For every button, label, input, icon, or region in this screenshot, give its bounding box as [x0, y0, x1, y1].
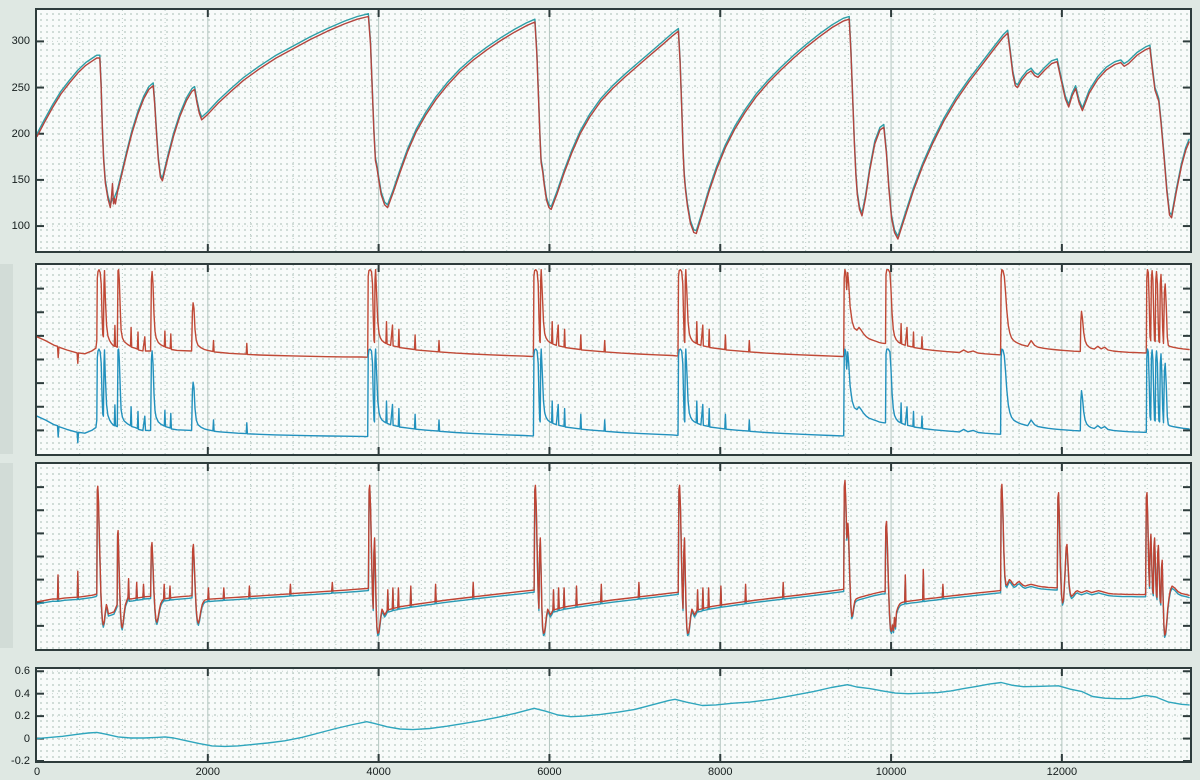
panel-2-plot-area [37, 265, 1190, 454]
panel-1-ytick-label: 250 [11, 81, 30, 94]
panel-4-series-cyan [37, 681, 1190, 748]
axes-highlight-strip-panel-3 [0, 463, 13, 648]
axes-highlight-strip-panel-2 [0, 264, 13, 454]
panel-3-series-red [37, 479, 1190, 636]
panel-2-axes[interactable] [35, 263, 1192, 456]
panel-4-axes[interactable] [35, 667, 1192, 763]
panel-4-ytick-label: 0.2 [14, 710, 30, 723]
panel-1-series-red [37, 15, 1190, 240]
panel-1-ytick-label: 100 [11, 220, 30, 233]
x-tick-label: 0 [33, 766, 41, 778]
panel-1-ytick-label: 150 [11, 173, 30, 186]
panel-4-ytick-label: 0.4 [14, 687, 30, 700]
panel-4-ytick-label: 0.6 [14, 665, 30, 678]
panel-2-series-red [37, 268, 1190, 365]
x-tick-label: 4000 [366, 766, 391, 778]
panel-4-ytick-label: 0 [23, 732, 30, 745]
panel-4-ytick-label: -0.2 [11, 755, 30, 767]
panel-2-series-blue [37, 348, 1190, 444]
panel-1-ytick-label: 200 [11, 127, 30, 140]
panel-1-axes[interactable] [35, 8, 1192, 253]
panel-3-plot-area [37, 464, 1190, 649]
x-tick-label: 6000 [537, 766, 562, 778]
panel-1-ytick-label: 300 [11, 35, 30, 48]
x-tick-label: 10000 [875, 766, 907, 778]
x-tick-label: 2000 [195, 766, 221, 778]
panel-4-plot-area [37, 669, 1190, 761]
panel-3-series-blue [37, 482, 1190, 639]
x-tick-label: 8000 [708, 766, 733, 778]
panel-1-plot-area [37, 10, 1190, 251]
panel-3-axes[interactable] [35, 462, 1192, 651]
x-tick-label: 12000 [1046, 766, 1078, 778]
panel-1-series-teal [37, 13, 1190, 237]
